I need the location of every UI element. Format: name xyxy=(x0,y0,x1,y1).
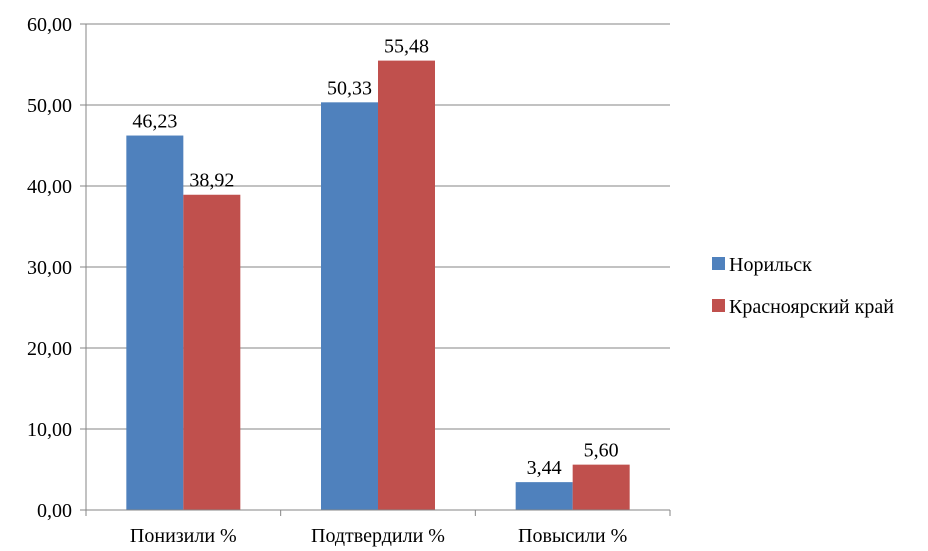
y-axis-ticks: 0,00 10,00 20,00 30,00 40,00 50,00 60,00 xyxy=(27,14,86,522)
y-tick-label: 30,00 xyxy=(27,257,72,279)
legend-item: Норильск xyxy=(712,254,812,276)
data-label: 5,60 xyxy=(584,440,619,462)
x-axis-ticks: Понизили % Подтвердили % Повысили % xyxy=(85,510,671,547)
legend: Норильск Красноярский край xyxy=(712,254,894,318)
x-tick-label: Подтвердили % xyxy=(311,525,445,547)
x-tick-label: Понизили % xyxy=(130,525,237,547)
bar xyxy=(378,60,435,510)
legend-label: Норильск xyxy=(729,254,812,276)
y-tick-label: 50,00 xyxy=(27,95,72,117)
data-labels: 46,23 38,92 50,33 55,48 3,44 5,60 xyxy=(132,36,618,480)
legend-swatch xyxy=(712,299,725,312)
bar xyxy=(572,464,630,510)
bar xyxy=(515,482,573,510)
data-label: 55,48 xyxy=(384,36,429,58)
legend-swatch xyxy=(712,257,725,270)
x-tick-label: Повысили % xyxy=(518,525,627,547)
bar xyxy=(126,135,184,511)
bar xyxy=(321,102,378,511)
y-tick-label: 10,00 xyxy=(27,419,72,441)
data-label: 3,44 xyxy=(527,457,562,479)
y-tick-label: 0,00 xyxy=(37,500,72,522)
axes xyxy=(85,24,670,511)
bar xyxy=(183,194,241,511)
data-label: 38,92 xyxy=(189,170,234,192)
data-label: 50,33 xyxy=(327,77,372,99)
legend-item: Красноярский край xyxy=(712,296,894,318)
bars xyxy=(126,60,630,511)
y-tick-label: 20,00 xyxy=(27,338,72,360)
y-tick-label: 40,00 xyxy=(27,176,72,198)
data-label: 46,23 xyxy=(132,111,177,133)
y-tick-label: 60,00 xyxy=(27,14,72,36)
legend-label: Красноярский край xyxy=(729,296,894,318)
